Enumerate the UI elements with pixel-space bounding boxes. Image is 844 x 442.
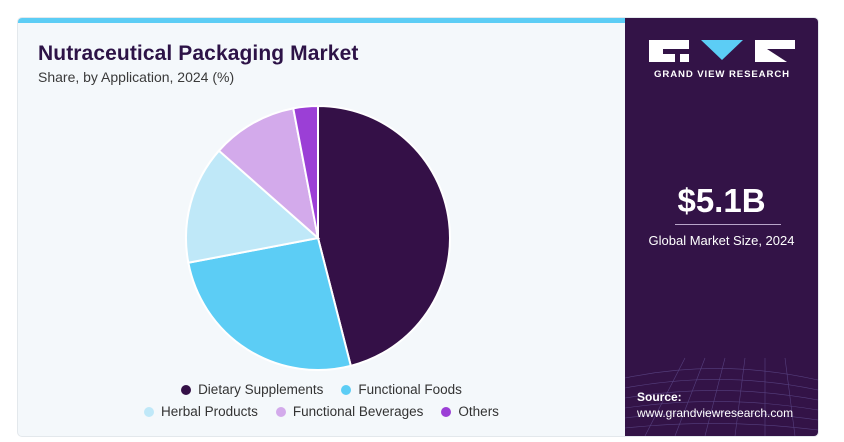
pie-slice-dietary-supplements [317, 104, 451, 368]
source-label: Source: [637, 390, 682, 404]
chart-card: Nutraceutical Packaging Market Share, by… [18, 18, 818, 436]
legend-item: Herbal Products [144, 404, 258, 419]
pie-slice-others [292, 104, 319, 239]
pie-chart [185, 104, 451, 371]
legend-marker-icon [144, 407, 155, 417]
chart-subtitle: Share, by Application, 2024 (%) [38, 69, 235, 85]
legend-item: Functional Beverages [275, 404, 424, 419]
legend-label: Herbal Products [161, 404, 258, 419]
legend-marker-icon [181, 385, 192, 395]
chart-title: Nutraceutical Packaging Market [38, 42, 359, 65]
decorative-grid [625, 318, 818, 436]
legend-marker-icon [441, 407, 452, 417]
brand-name: GRAND VIEW RESEARCH [654, 69, 790, 80]
pie-slice-herbal-products [185, 149, 321, 264]
market-size-label: Global Market Size, 2024 [648, 233, 795, 248]
legend-item: Others [441, 404, 499, 419]
legend-marker-icon [275, 407, 286, 417]
accent-bar [18, 18, 625, 23]
legend-label: Functional Beverages [292, 404, 424, 419]
legend-row-2: Herbal Products Functional Beverages Other… [18, 404, 625, 419]
market-size-value: $5.1B [677, 182, 766, 219]
legend-label: Dietary Supplements [198, 382, 324, 397]
legend-row-1: Dietary Supplements Functional Foods [18, 382, 625, 397]
pie-slice-functional-foods [187, 236, 353, 371]
legend-item: Functional Foods [341, 382, 462, 397]
brand-logo: GRAND VIEW RESEARCH [649, 40, 795, 80]
legend-label: Others [458, 404, 499, 419]
legend-item: Dietary Supplements [181, 382, 323, 397]
legend-marker-icon [341, 385, 352, 395]
pie-slice-functional-beverages [217, 107, 320, 241]
source-link[interactable]: www.grandviewresearch.com [637, 406, 794, 420]
gvr-logo-icon [649, 40, 795, 62]
sidebar-panel: GRAND VIEW RESEARCH $5.1B Global Market … [625, 18, 818, 436]
divider [675, 224, 781, 225]
legend-label: Functional Foods [358, 382, 462, 397]
